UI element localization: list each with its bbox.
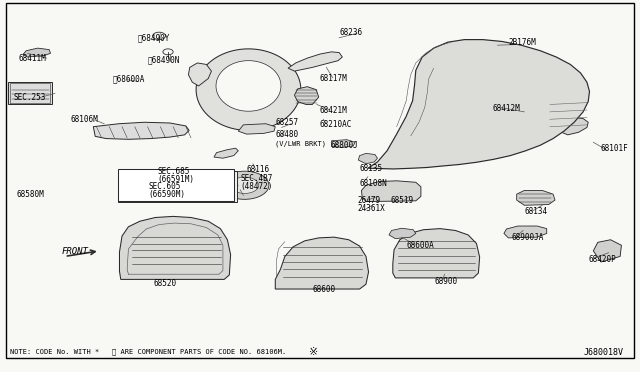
Text: 68421M: 68421M <box>320 106 348 115</box>
Text: 68108N: 68108N <box>360 179 387 187</box>
FancyBboxPatch shape <box>118 171 237 202</box>
Polygon shape <box>504 226 547 238</box>
Polygon shape <box>358 153 378 164</box>
Polygon shape <box>8 82 52 105</box>
Text: 24361X: 24361X <box>357 205 385 214</box>
Text: SEC.4B7: SEC.4B7 <box>240 174 273 183</box>
Text: 68519: 68519 <box>390 196 413 205</box>
Text: 68600A: 68600A <box>407 241 435 250</box>
Text: 26479: 26479 <box>357 196 380 205</box>
Text: 68580M: 68580M <box>17 190 44 199</box>
FancyBboxPatch shape <box>6 3 634 358</box>
Polygon shape <box>275 237 369 289</box>
Text: 68106M: 68106M <box>71 115 99 124</box>
Text: SEC.605: SEC.605 <box>149 182 181 191</box>
Polygon shape <box>196 49 301 131</box>
Text: SEC.253: SEC.253 <box>13 93 46 102</box>
Text: 68134: 68134 <box>524 208 547 217</box>
Text: ※: ※ <box>309 347 318 357</box>
Text: 68412M: 68412M <box>492 104 520 113</box>
Text: (66591M): (66591M) <box>157 175 194 184</box>
Text: ※68600A: ※68600A <box>113 74 145 83</box>
Text: (48472): (48472) <box>240 182 273 191</box>
Text: 68117M: 68117M <box>320 74 348 83</box>
Text: 68480: 68480 <box>275 129 298 139</box>
Polygon shape <box>230 177 259 193</box>
Text: 68116: 68116 <box>246 165 269 174</box>
Text: FRONT: FRONT <box>61 247 88 256</box>
Text: ※68490Y: ※68490Y <box>138 33 170 42</box>
Text: 68236: 68236 <box>339 28 362 37</box>
Text: 68600: 68600 <box>312 285 335 294</box>
Text: 2B176M: 2B176M <box>508 38 536 48</box>
Text: 68520: 68520 <box>154 279 177 288</box>
Polygon shape <box>474 44 495 49</box>
Polygon shape <box>238 124 275 134</box>
Polygon shape <box>362 181 421 202</box>
Polygon shape <box>216 61 281 111</box>
Text: 68210AC: 68210AC <box>320 121 353 129</box>
Text: (66590M): (66590M) <box>149 190 186 199</box>
Polygon shape <box>294 87 319 105</box>
Polygon shape <box>368 39 589 169</box>
Text: 68900JA: 68900JA <box>511 232 544 242</box>
Polygon shape <box>393 229 479 278</box>
Text: J680018V: J680018V <box>583 347 623 356</box>
Text: 68900: 68900 <box>435 277 458 286</box>
Text: 68135: 68135 <box>360 164 383 173</box>
FancyBboxPatch shape <box>118 169 234 201</box>
Text: 68420P: 68420P <box>588 255 616 264</box>
Polygon shape <box>389 228 416 238</box>
Polygon shape <box>93 122 189 139</box>
Polygon shape <box>332 140 355 147</box>
Polygon shape <box>120 217 230 279</box>
Polygon shape <box>188 63 211 86</box>
Text: 68411M: 68411M <box>19 54 46 62</box>
Polygon shape <box>23 48 51 57</box>
Text: SEC.685: SEC.685 <box>157 167 189 176</box>
Polygon shape <box>516 190 555 205</box>
Polygon shape <box>220 171 269 199</box>
Text: ※68490N: ※68490N <box>148 55 180 64</box>
Polygon shape <box>214 148 238 158</box>
Polygon shape <box>593 240 621 262</box>
Text: NOTE: CODE No. WITH *   ※ ARE COMPONENT PARTS OF CODE NO. 68106M.: NOTE: CODE No. WITH * ※ ARE COMPONENT PA… <box>10 349 287 355</box>
Polygon shape <box>557 118 588 135</box>
Text: 68800J: 68800J <box>330 141 358 150</box>
Polygon shape <box>443 78 487 96</box>
Text: 68101F: 68101F <box>601 144 628 153</box>
Text: (V/LWR BRKT): (V/LWR BRKT) <box>275 140 326 147</box>
Polygon shape <box>288 52 342 71</box>
Text: 68257: 68257 <box>275 119 298 128</box>
